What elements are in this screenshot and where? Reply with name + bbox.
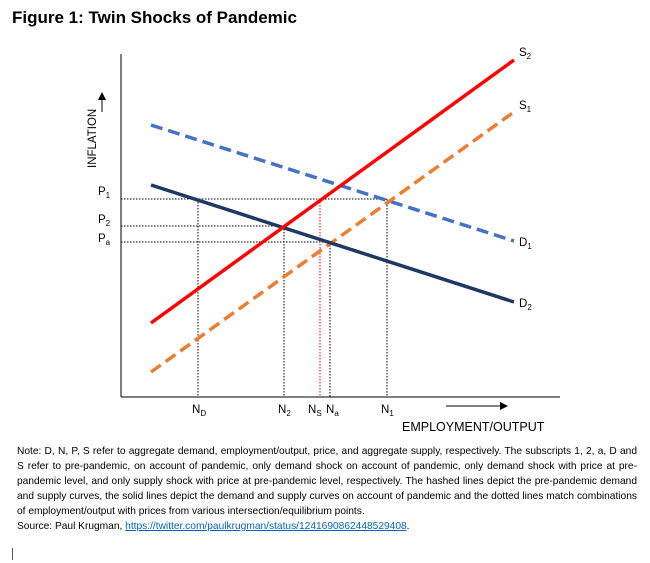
text-cursor [12, 548, 13, 560]
source-prefix: Source: Paul Krugman, [17, 521, 126, 532]
price-label-p2: P2 [98, 214, 111, 228]
d1-label: D1 [519, 237, 532, 251]
note-text: Note: D, N, P, S refer to aggregate dema… [17, 446, 637, 517]
source-line: Source: Paul Krugman, https://twitter.co… [17, 519, 637, 534]
employment-label-n1: N1 [381, 404, 394, 418]
price-label-pa: Pa [98, 233, 111, 247]
s2-curve [149, 58, 516, 325]
employment-label-na: Na [326, 404, 339, 418]
source-suffix: . [406, 521, 410, 532]
employment-label-ns: NS [308, 404, 322, 418]
source-link[interactable]: https://twitter.com/paulkrugman/status/1… [125, 521, 407, 532]
guide-lines [121, 198, 388, 397]
y-axis-label: INFLATION [87, 109, 99, 168]
d1-curve [150, 123, 515, 243]
twin-shocks-diagram: INFLATION EMPLOYMENT/OUTPUT S2 S1 D1 D2 … [87, 47, 560, 434]
d2-curve [150, 183, 515, 304]
price-label-p1: P1 [98, 186, 111, 200]
note-block: Note: D, N, P, S refer to aggregate dema… [17, 444, 637, 534]
s2-label: S2 [519, 47, 532, 61]
x-axis-label: EMPLOYMENT/OUTPUT [402, 420, 545, 434]
employment-label-nd: ND [192, 404, 206, 418]
employment-label-n2: N2 [278, 404, 291, 418]
figure-title: Figure 1: Twin Shocks of Pandemic [12, 8, 297, 27]
d2-label: D2 [519, 298, 532, 312]
s1-label: S1 [519, 100, 532, 114]
